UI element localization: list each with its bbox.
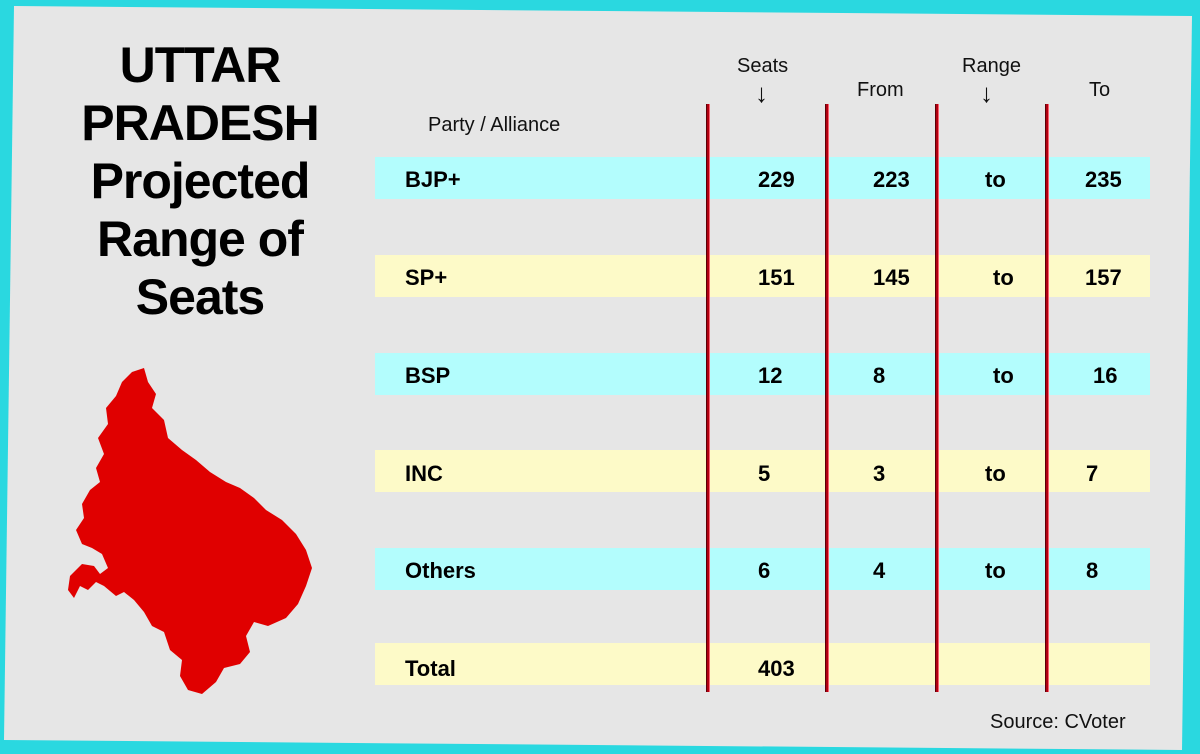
cell-seats: 403 <box>758 656 795 681</box>
title-line: Range of <box>97 211 304 267</box>
title-line: Seats <box>135 269 265 325</box>
header-from: From <box>857 79 904 101</box>
cell-sep: to <box>993 265 1014 290</box>
source-note: Source: CVoter <box>990 711 1126 733</box>
title-line: Projected <box>90 153 311 209</box>
cell-sep: to <box>985 558 1006 583</box>
cell-to: 157 <box>1085 265 1122 290</box>
uttar-pradesh-map-icon <box>68 368 312 694</box>
cell-to: 235 <box>1085 167 1122 192</box>
cell-party: SP+ <box>405 265 448 290</box>
cell-party: Others <box>405 558 476 583</box>
row-band <box>375 255 1150 297</box>
cell-from: 8 <box>873 363 886 388</box>
arrow-down-icon: ↓ <box>755 78 768 108</box>
column-divider <box>706 104 710 692</box>
row-band <box>375 353 1150 395</box>
cell-to: 16 <box>1093 363 1118 388</box>
cell-party: BJP+ <box>405 167 461 192</box>
row-band <box>375 157 1150 199</box>
cell-from: 3 <box>873 461 886 486</box>
arrow-down-icon: ↓ <box>980 78 993 108</box>
cell-party: Total <box>405 656 456 681</box>
header-to: To <box>1089 79 1111 101</box>
column-divider <box>825 104 829 692</box>
column-divider <box>935 104 939 692</box>
row-band <box>375 450 1150 492</box>
header-party: Party / Alliance <box>428 114 561 136</box>
cell-seats: 6 <box>758 558 771 583</box>
cell-sep: to <box>993 363 1014 388</box>
cell-from: 145 <box>873 265 910 290</box>
cell-seats: 12 <box>758 363 783 388</box>
title-line: PRADESH <box>81 95 319 151</box>
header-seats: Seats <box>737 55 789 77</box>
cell-seats: 151 <box>758 265 795 290</box>
header-range: Range <box>962 55 1021 77</box>
cell-to: 7 <box>1086 461 1099 486</box>
cell-party: BSP <box>405 363 451 388</box>
row-band <box>375 643 1150 685</box>
column-divider <box>1045 104 1049 692</box>
cell-sep: to <box>985 461 1006 486</box>
cell-sep: to <box>985 167 1006 192</box>
cell-seats: 5 <box>758 461 771 486</box>
cell-from: 4 <box>873 558 886 583</box>
cell-seats: 229 <box>758 167 795 192</box>
page-title: UTTAR PRADESH Projected Range of Seats <box>30 36 370 326</box>
row-band <box>375 548 1150 590</box>
cell-to: 8 <box>1086 558 1099 583</box>
title-line: UTTAR <box>119 37 282 93</box>
cell-party: INC <box>405 461 443 486</box>
cell-from: 223 <box>873 167 910 192</box>
